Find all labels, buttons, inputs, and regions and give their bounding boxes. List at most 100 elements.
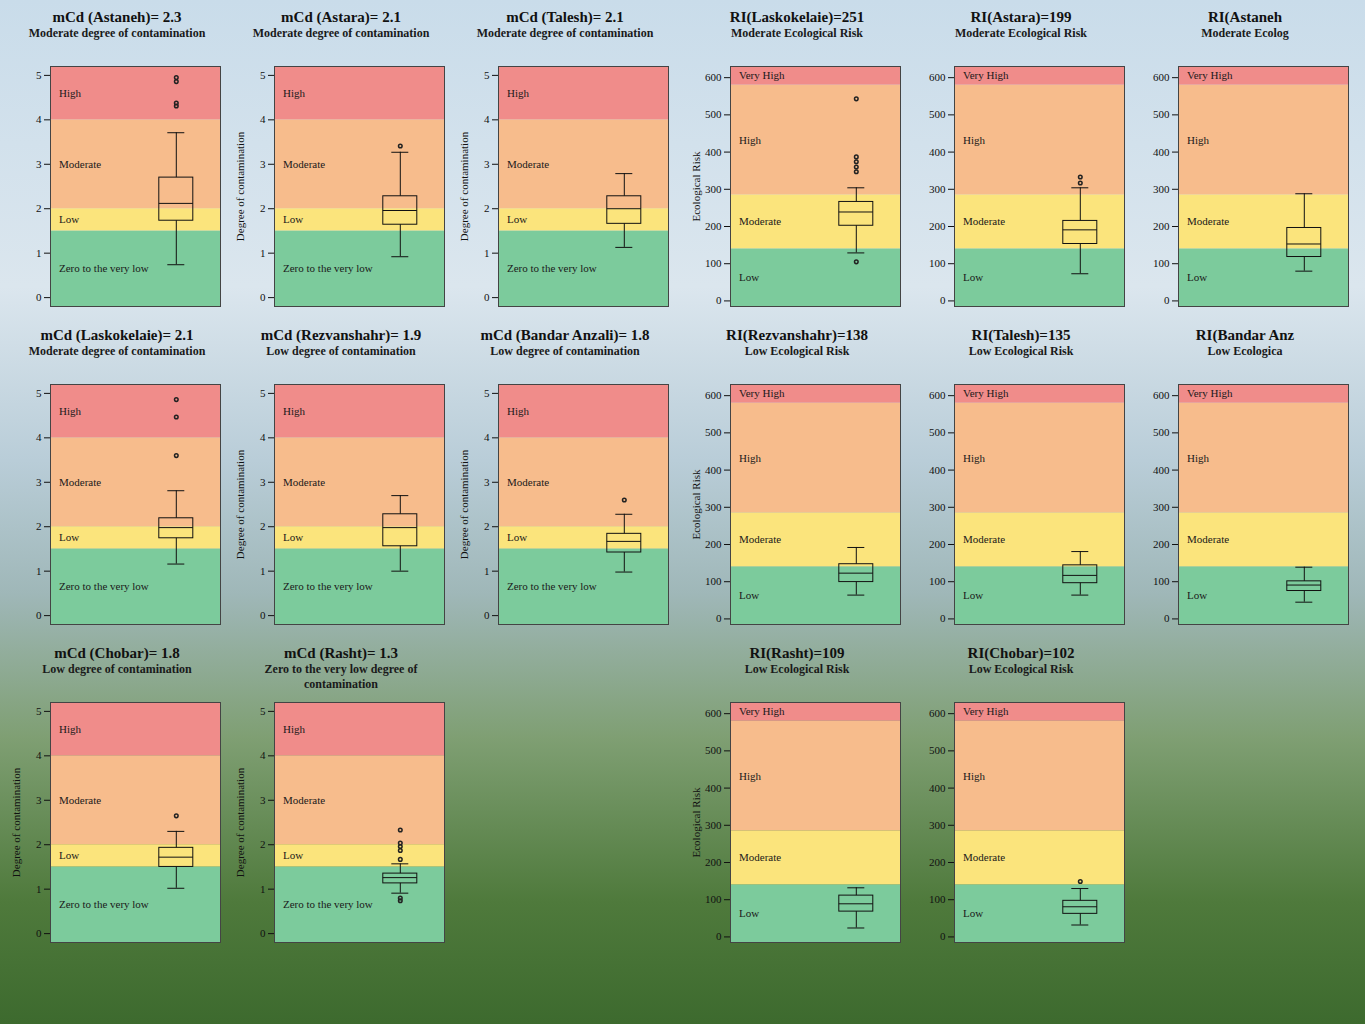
svg-text:1: 1 bbox=[36, 247, 42, 259]
svg-text:2: 2 bbox=[484, 202, 490, 214]
svg-text:300: 300 bbox=[705, 501, 722, 513]
svg-text:5: 5 bbox=[36, 69, 42, 81]
svg-text:200: 200 bbox=[705, 220, 722, 232]
svg-text:0: 0 bbox=[36, 291, 42, 303]
svg-text:High: High bbox=[1187, 452, 1210, 464]
svg-text:Low: Low bbox=[739, 907, 759, 919]
svg-text:Low: Low bbox=[739, 589, 759, 601]
svg-text:2: 2 bbox=[36, 520, 42, 532]
svg-text:600: 600 bbox=[705, 389, 722, 401]
svg-text:2: 2 bbox=[36, 838, 42, 850]
svg-text:Moderate: Moderate bbox=[1187, 215, 1229, 227]
svg-text:1: 1 bbox=[260, 883, 266, 895]
svg-text:500: 500 bbox=[705, 426, 722, 438]
svg-text:200: 200 bbox=[705, 538, 722, 550]
svg-text:1: 1 bbox=[36, 883, 42, 895]
svg-text:High: High bbox=[739, 134, 762, 146]
svg-text:100: 100 bbox=[929, 257, 946, 269]
svg-text:0: 0 bbox=[260, 291, 266, 303]
svg-text:200: 200 bbox=[1153, 220, 1170, 232]
svg-text:Degree of contamination: Degree of contamination bbox=[10, 767, 22, 877]
svg-text:Very High: Very High bbox=[963, 705, 1009, 717]
svg-text:Zero to the very low: Zero to the very low bbox=[59, 580, 149, 592]
svg-text:High: High bbox=[283, 405, 306, 417]
svg-text:100: 100 bbox=[929, 575, 946, 587]
svg-text:Low: Low bbox=[1187, 271, 1207, 283]
svg-text:3: 3 bbox=[260, 158, 266, 170]
svg-text:600: 600 bbox=[1153, 71, 1170, 83]
svg-text:3: 3 bbox=[36, 476, 42, 488]
svg-text:Degree of contamination: Degree of contamination bbox=[234, 767, 246, 877]
svg-text:300: 300 bbox=[929, 501, 946, 513]
svg-text:High: High bbox=[739, 770, 762, 782]
svg-text:200: 200 bbox=[929, 856, 946, 868]
svg-text:200: 200 bbox=[705, 856, 722, 868]
svg-text:High: High bbox=[283, 723, 306, 735]
svg-text:5: 5 bbox=[260, 705, 266, 717]
svg-text:Very High: Very High bbox=[963, 387, 1009, 399]
svg-text:Zero to the very low: Zero to the very low bbox=[283, 262, 373, 274]
svg-text:Moderate: Moderate bbox=[59, 794, 101, 806]
svg-text:Moderate: Moderate bbox=[739, 533, 781, 545]
svg-text:5: 5 bbox=[36, 387, 42, 399]
svg-text:Ecological Risk: Ecological Risk bbox=[690, 151, 702, 221]
svg-text:0: 0 bbox=[1164, 294, 1170, 306]
svg-text:Ecological Risk: Ecological Risk bbox=[690, 787, 702, 857]
svg-text:300: 300 bbox=[929, 183, 946, 195]
svg-text:Moderate: Moderate bbox=[507, 476, 549, 488]
svg-text:1: 1 bbox=[36, 565, 42, 577]
svg-text:Moderate: Moderate bbox=[739, 851, 781, 863]
svg-text:Moderate: Moderate bbox=[283, 158, 325, 170]
svg-text:3: 3 bbox=[36, 794, 42, 806]
svg-text:2: 2 bbox=[260, 838, 266, 850]
svg-text:500: 500 bbox=[929, 744, 946, 756]
svg-text:200: 200 bbox=[929, 538, 946, 550]
svg-text:100: 100 bbox=[1153, 575, 1170, 587]
svg-text:Very High: Very High bbox=[739, 69, 785, 81]
svg-text:500: 500 bbox=[1153, 108, 1170, 120]
svg-text:High: High bbox=[59, 405, 82, 417]
svg-text:Low: Low bbox=[59, 531, 79, 543]
svg-text:Very High: Very High bbox=[739, 705, 785, 717]
svg-text:300: 300 bbox=[1153, 501, 1170, 513]
svg-text:Moderate: Moderate bbox=[963, 533, 1005, 545]
svg-text:Degree of contamination: Degree of contamination bbox=[234, 131, 246, 241]
svg-text:400: 400 bbox=[705, 782, 722, 794]
svg-text:0: 0 bbox=[940, 930, 946, 942]
svg-text:5: 5 bbox=[260, 69, 266, 81]
svg-text:600: 600 bbox=[705, 707, 722, 719]
svg-text:High: High bbox=[283, 87, 306, 99]
svg-text:0: 0 bbox=[260, 609, 266, 621]
svg-text:1: 1 bbox=[260, 565, 266, 577]
svg-text:Moderate: Moderate bbox=[507, 158, 549, 170]
svg-text:500: 500 bbox=[929, 108, 946, 120]
svg-text:1: 1 bbox=[484, 565, 490, 577]
svg-text:Low: Low bbox=[59, 849, 79, 861]
svg-text:100: 100 bbox=[705, 893, 722, 905]
svg-text:High: High bbox=[1187, 134, 1210, 146]
svg-text:3: 3 bbox=[36, 158, 42, 170]
svg-text:5: 5 bbox=[36, 705, 42, 717]
svg-text:5: 5 bbox=[484, 69, 490, 81]
svg-text:High: High bbox=[59, 723, 82, 735]
svg-text:Low: Low bbox=[283, 213, 303, 225]
svg-text:100: 100 bbox=[705, 257, 722, 269]
svg-text:0: 0 bbox=[940, 294, 946, 306]
svg-text:Degree of contamination: Degree of contamination bbox=[458, 449, 470, 559]
svg-text:100: 100 bbox=[1153, 257, 1170, 269]
svg-text:400: 400 bbox=[929, 464, 946, 476]
svg-text:4: 4 bbox=[484, 113, 490, 125]
svg-text:2: 2 bbox=[260, 520, 266, 532]
svg-text:2: 2 bbox=[260, 202, 266, 214]
svg-text:1: 1 bbox=[484, 247, 490, 259]
svg-text:500: 500 bbox=[705, 744, 722, 756]
svg-text:3: 3 bbox=[484, 476, 490, 488]
svg-text:Moderate: Moderate bbox=[963, 215, 1005, 227]
svg-text:Zero to the very low: Zero to the very low bbox=[507, 580, 597, 592]
svg-text:Moderate: Moderate bbox=[283, 794, 325, 806]
svg-text:Zero to the very low: Zero to the very low bbox=[59, 262, 149, 274]
svg-text:0: 0 bbox=[484, 291, 490, 303]
svg-text:High: High bbox=[963, 452, 986, 464]
svg-text:0: 0 bbox=[940, 612, 946, 624]
svg-text:300: 300 bbox=[705, 819, 722, 831]
